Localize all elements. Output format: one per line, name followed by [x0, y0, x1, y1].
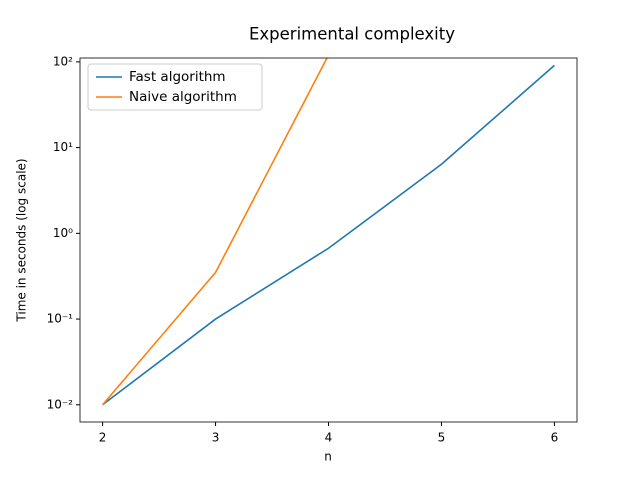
x-tick-label: 2	[99, 431, 107, 445]
y-tick-label: 10¹	[53, 140, 73, 154]
y-tick-label: 10⁻¹	[47, 312, 74, 326]
y-tick-label: 10⁻²	[47, 397, 74, 411]
x-axis-label: n	[324, 450, 332, 464]
x-tick-label: 6	[551, 431, 559, 445]
line-series	[102, 64, 555, 406]
plot-frame	[79, 57, 578, 423]
plot-lines	[101, 58, 555, 406]
y-tick-label: 10²	[53, 54, 73, 68]
chart-title: Experimental complexity	[249, 25, 455, 44]
y-axis-label: Time in seconds (log scale)	[15, 158, 29, 322]
y-tick-label: 10⁰	[53, 226, 73, 240]
legend-label: Fast algorithm	[129, 69, 226, 85]
legend-box	[87, 63, 263, 111]
x-tick-label: 3	[212, 431, 220, 445]
line-series	[101, 58, 328, 406]
x-tick-label: 5	[438, 431, 446, 445]
legend-label: Naive algorithm	[129, 89, 237, 105]
x-tick-label: 4	[325, 431, 333, 445]
